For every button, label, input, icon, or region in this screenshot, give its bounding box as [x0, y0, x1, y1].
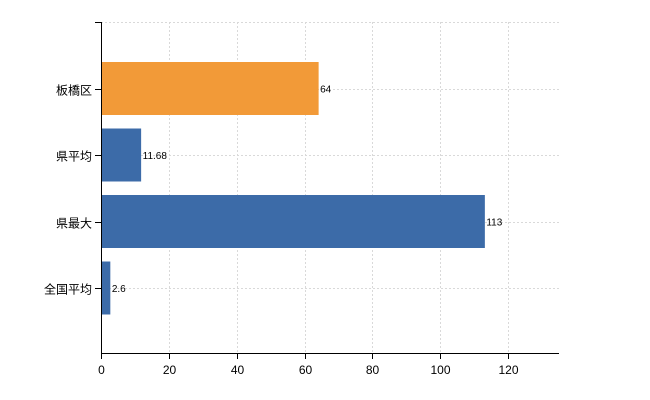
x-tick-label-3: 60	[299, 363, 313, 377]
data-label-1: 11.68	[143, 151, 168, 162]
x-tick-label-5: 100	[430, 363, 450, 377]
bar-0	[101, 62, 319, 115]
data-label-2: 113	[486, 218, 502, 229]
x-tick-label-4: 80	[366, 363, 380, 377]
bar-2	[101, 195, 485, 248]
bars	[101, 62, 485, 315]
x-tick-label-1: 20	[163, 363, 177, 377]
axes	[95, 22, 559, 359]
category-label-1: 県平均	[56, 150, 92, 164]
bar-1	[101, 128, 142, 182]
x-tick-label-6: 120	[498, 363, 518, 377]
data-label-0: 64	[320, 85, 332, 96]
data-label-3: 2.6	[112, 284, 126, 295]
x-tick-label-0: 0	[98, 363, 105, 377]
x-tick-label-2: 40	[231, 363, 245, 377]
category-label-3: 全国平均	[44, 282, 92, 297]
bar-3	[101, 261, 111, 315]
category-label-0: 板橋区	[56, 84, 92, 98]
category-label-2: 県最大	[56, 217, 92, 231]
